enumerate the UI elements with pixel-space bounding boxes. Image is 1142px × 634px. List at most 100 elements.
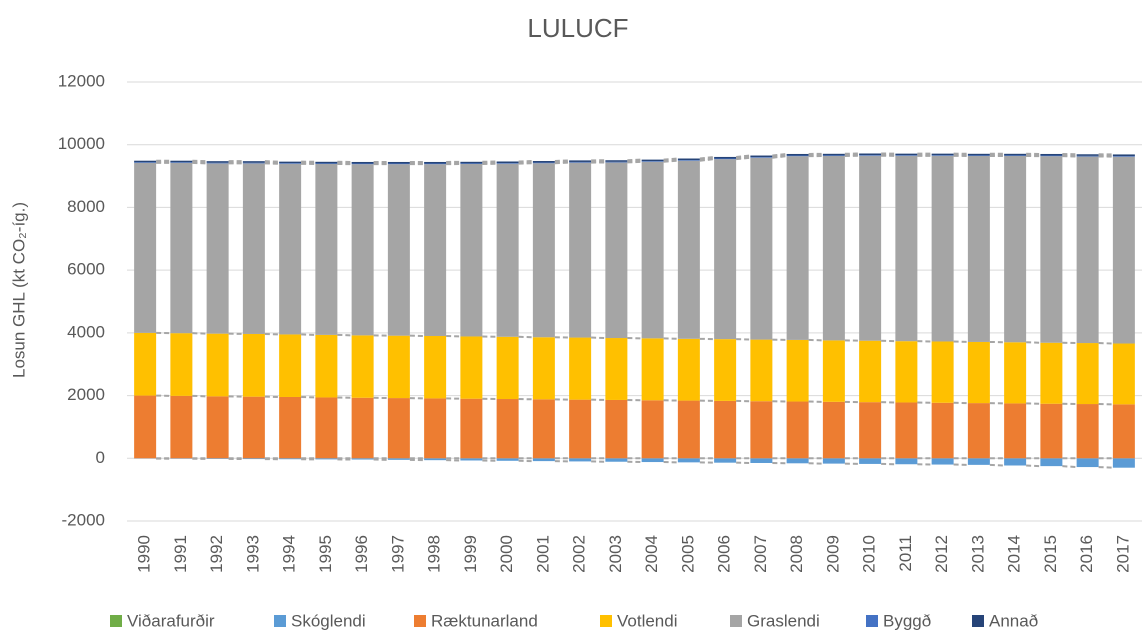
bar-segment	[279, 163, 302, 164]
bar-segment	[1004, 153, 1027, 156]
bar-segment	[424, 458, 447, 461]
bar-segment	[532, 161, 555, 163]
bar-segment	[641, 159, 664, 162]
bar-segment	[569, 162, 592, 338]
bar-segment	[387, 458, 410, 460]
bar-segment	[424, 163, 447, 165]
legend-label: Ræktunarland	[431, 611, 538, 630]
x-tick-label: 2003	[606, 535, 625, 573]
bar-segment	[532, 163, 555, 338]
x-tick-label: 2005	[678, 535, 697, 573]
bar-segment	[822, 340, 845, 402]
bar-segment	[750, 155, 773, 158]
series-connector	[736, 156, 751, 160]
bar-segment	[859, 153, 882, 156]
bar-segment	[242, 333, 265, 397]
y-tick-label: 0	[96, 448, 105, 467]
bar-segment	[496, 163, 519, 337]
bar-segment	[569, 337, 592, 400]
bar-segment	[786, 401, 809, 459]
bar-segment	[677, 160, 700, 339]
bar-segment	[387, 335, 410, 399]
bar-segment	[931, 402, 954, 459]
bar-segment	[1040, 342, 1063, 404]
bar-segment	[1004, 156, 1027, 343]
bar-segment	[569, 458, 592, 462]
bar-segment	[714, 400, 737, 459]
series-connector	[554, 159, 570, 163]
bar-segment	[641, 458, 664, 463]
bar-segment	[351, 164, 374, 336]
bar-segment	[387, 163, 410, 165]
bar-segment	[786, 153, 809, 156]
bar-segment	[1004, 342, 1027, 404]
bar-segment	[496, 399, 519, 459]
bar-segment	[895, 341, 918, 403]
bar-segment	[750, 157, 773, 158]
bar-segment	[532, 458, 555, 462]
bar-segment	[496, 161, 519, 164]
bar-segment	[279, 334, 302, 397]
bar-segment	[1004, 155, 1027, 157]
bar-segment	[641, 161, 664, 162]
bar-segment	[786, 339, 809, 402]
bar-segment	[387, 398, 410, 459]
bar-segment	[931, 153, 954, 156]
x-tick-label: 2006	[715, 535, 734, 573]
series-connector	[663, 157, 678, 161]
bar-segment	[605, 399, 628, 459]
legend-swatch	[866, 615, 878, 627]
bar-segment	[750, 458, 773, 463]
bar-segment	[895, 402, 918, 459]
x-tick-label: 1990	[135, 535, 154, 573]
x-tick-label: 2002	[570, 535, 589, 573]
bar-segment	[569, 160, 592, 162]
bar-segment	[750, 339, 773, 402]
bar-segment	[967, 403, 990, 459]
bar-segment	[967, 341, 990, 404]
bar-segment	[967, 153, 990, 156]
bar-segment	[931, 341, 954, 403]
x-tick-label: 2012	[932, 535, 951, 573]
x-tick-label: 2011	[896, 535, 915, 572]
x-tick-label: 2007	[751, 535, 770, 573]
series-connector	[627, 160, 642, 163]
bar-segment	[714, 339, 737, 401]
bar-segment	[605, 161, 628, 163]
bar-segment	[569, 399, 592, 459]
bar-segment	[750, 157, 773, 340]
legend-label: Byggð	[883, 611, 931, 630]
bar-segment	[714, 156, 737, 159]
x-tick-label: 1998	[425, 535, 444, 573]
bar-segment	[895, 458, 918, 465]
x-tick-label: 2004	[642, 535, 661, 573]
bar-segment	[1040, 156, 1063, 343]
y-tick-label: 10000	[58, 134, 105, 153]
bar-segment	[1112, 156, 1135, 344]
bar-segment	[170, 395, 193, 459]
series-connector	[699, 155, 715, 160]
bar-segment	[605, 162, 628, 339]
bar-segment	[532, 399, 555, 459]
bar-segment	[315, 397, 338, 459]
bar-segment	[677, 400, 700, 459]
series-connector	[554, 160, 570, 164]
x-tick-label: 2001	[533, 535, 552, 573]
series-connector	[772, 154, 787, 159]
bar-segment	[605, 458, 628, 462]
bar-segment	[967, 156, 990, 342]
bar-segment	[1112, 404, 1135, 459]
x-tick-label: 2017	[1113, 535, 1132, 573]
bar-segment	[859, 402, 882, 459]
bar-segment	[460, 163, 483, 337]
x-tick-label: 1997	[388, 535, 407, 573]
legend-label: Viðarafurðir	[127, 611, 215, 630]
x-tick-label: 1992	[207, 535, 226, 573]
y-tick-label: 8000	[67, 197, 105, 216]
x-tick-label: 1991	[171, 535, 190, 573]
series-connector	[1062, 465, 1077, 469]
bar-segment	[822, 156, 845, 341]
bar-segment	[134, 395, 157, 459]
series-connector	[736, 154, 751, 158]
bar-segment	[279, 161, 302, 164]
